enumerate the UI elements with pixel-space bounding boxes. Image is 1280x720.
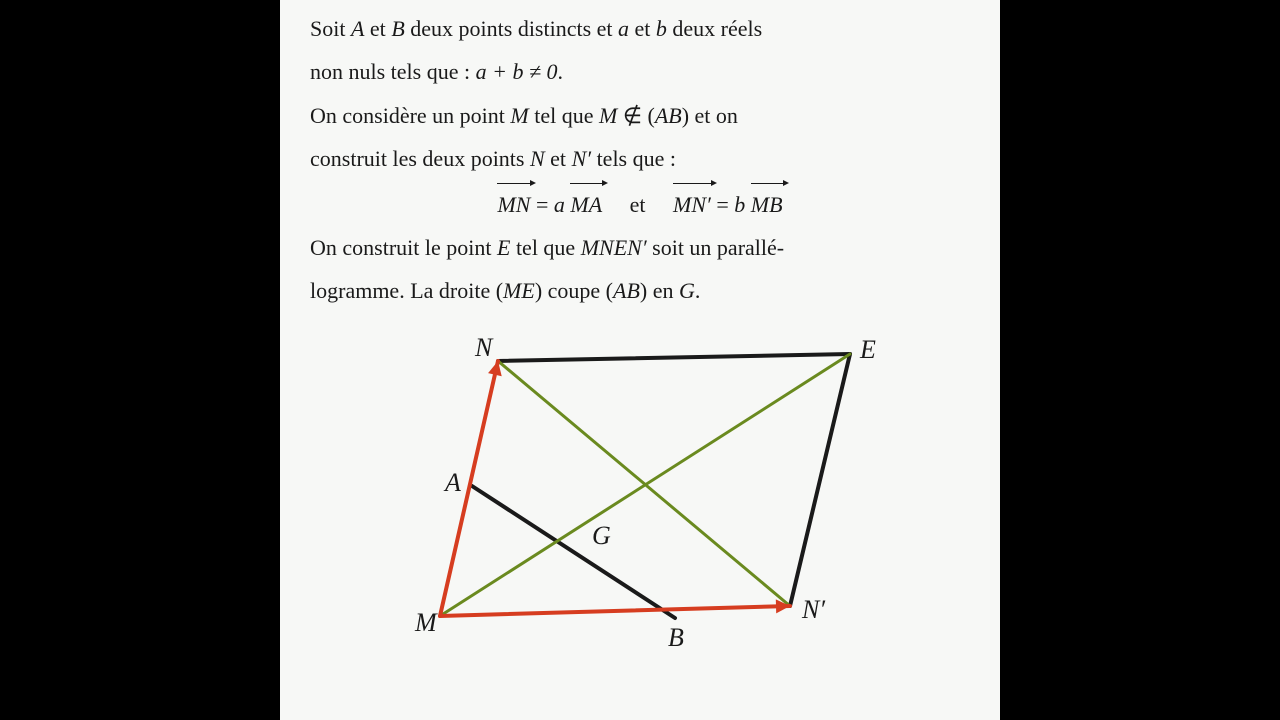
svg-text:N′: N′	[801, 595, 825, 624]
t: construit les deux points	[310, 146, 530, 171]
t: =	[530, 192, 553, 217]
var-M: M	[510, 103, 528, 128]
equation-line: MN = a MA et MN′ = b MB	[310, 184, 970, 223]
t: On construit le point	[310, 235, 497, 260]
var-Np: N′	[572, 146, 592, 171]
line-5: On construit le point E tel que MNEN′ so…	[310, 229, 970, 266]
page: Soit A et B deux points distincts et a e…	[280, 0, 1000, 720]
var-B: B	[391, 16, 404, 41]
problem-text: Soit A et B deux points distincts et a e…	[310, 10, 970, 310]
svg-text:A: A	[443, 468, 461, 497]
var-b: b	[734, 192, 745, 217]
svg-text:E: E	[859, 335, 876, 364]
t: deux points distincts et	[405, 16, 618, 41]
line-2: non nuls tels que : a + b ≠ 0.	[310, 53, 970, 90]
t: et	[545, 146, 572, 171]
var-MNENp: MNEN′	[581, 235, 647, 260]
condition: a + b ≠ 0	[476, 59, 558, 84]
var-a: a	[554, 192, 565, 217]
var-A: A	[351, 16, 364, 41]
t: On considère un point	[310, 103, 510, 128]
line-4: construit les deux points N et N′ tels q…	[310, 140, 970, 177]
t: Soit	[310, 16, 351, 41]
line-3: On considère un point M tel que M ∉ (AB)…	[310, 97, 970, 134]
t: tel que	[529, 103, 599, 128]
svg-text:M: M	[414, 608, 438, 637]
var-ME: ME	[503, 278, 535, 303]
t: en	[647, 278, 679, 303]
t: =	[711, 192, 734, 217]
svg-text:G: G	[592, 521, 611, 550]
vec-MB: MB	[751, 184, 783, 223]
line-1: Soit A et B deux points distincts et a e…	[310, 10, 970, 47]
t: logramme. La droite	[310, 278, 496, 303]
vec-MN: MN	[497, 184, 530, 223]
t: .	[695, 278, 701, 303]
geometry-diagram: M B N′ A N E G	[360, 316, 920, 656]
t: et	[364, 16, 391, 41]
t: tels que :	[591, 146, 676, 171]
var-AB: AB	[655, 103, 682, 128]
svg-text:N: N	[474, 333, 494, 362]
line-6: logramme. La droite (ME) coupe (AB) en G…	[310, 272, 970, 309]
t: tel que	[510, 235, 580, 260]
vec-MNp: MN′	[673, 184, 711, 223]
svg-text:B: B	[668, 623, 684, 652]
t: non nuls tels que :	[310, 59, 476, 84]
t: et on	[689, 103, 738, 128]
t: soit un parallé-	[647, 235, 784, 260]
t: coupe	[542, 278, 606, 303]
t: ∉	[617, 103, 647, 128]
var-E: E	[497, 235, 510, 260]
var-b: b	[656, 16, 667, 41]
t: et	[629, 16, 656, 41]
var-AB: AB	[613, 278, 640, 303]
t: .	[558, 59, 564, 84]
t: deux réels	[667, 16, 762, 41]
t: et	[630, 192, 646, 217]
vec-MA: MA	[570, 184, 602, 223]
var-M: M	[599, 103, 617, 128]
var-G: G	[679, 278, 695, 303]
var-a: a	[618, 16, 629, 41]
var-N: N	[530, 146, 545, 171]
